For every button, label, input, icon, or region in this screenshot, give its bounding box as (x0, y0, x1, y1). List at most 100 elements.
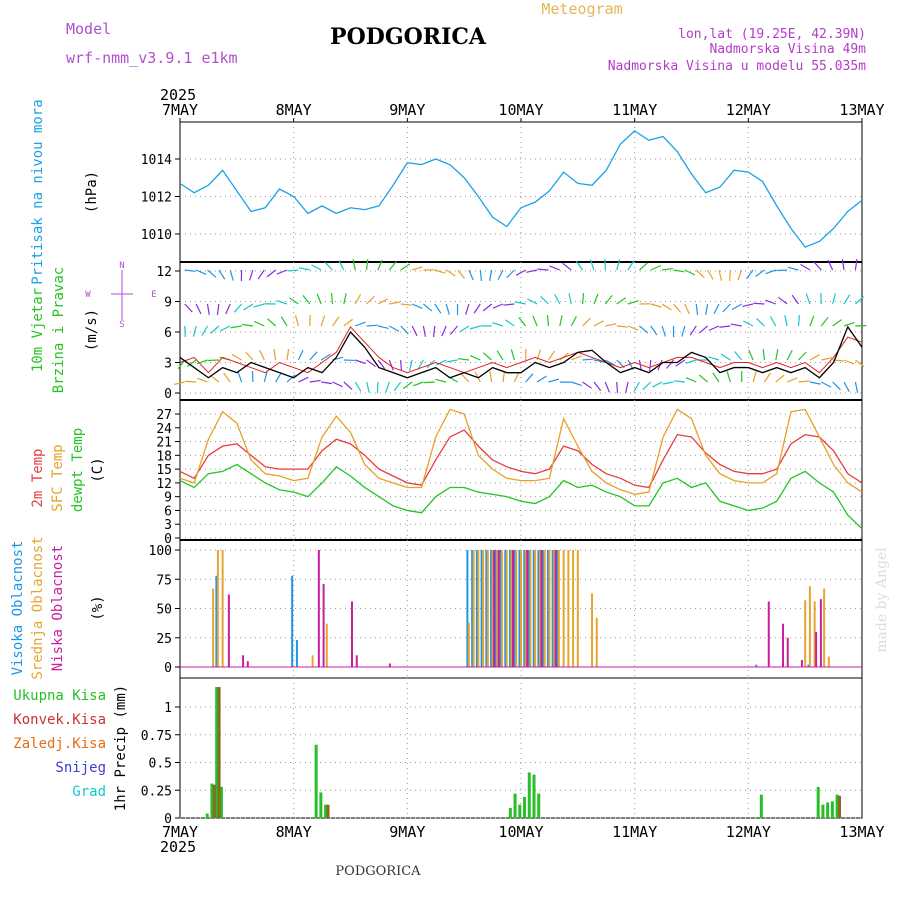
pressure-ytick-label: 1010 (141, 228, 172, 243)
model-label: Model (66, 20, 111, 38)
wind-arrow (217, 304, 218, 315)
wind-arrow (806, 294, 810, 304)
wind-arrow (709, 326, 719, 330)
wind-arrow (435, 304, 441, 313)
wind-arrow (332, 293, 333, 304)
wind-arrow (196, 270, 206, 274)
wind-arrow (185, 270, 196, 271)
wind-arrow (267, 270, 276, 277)
precip-bar-konvek.kisa (213, 785, 216, 818)
wind-arrow (753, 371, 756, 382)
precip-legend-item: Konvek.Kisa (13, 712, 106, 728)
temp-label-2m: 2m Temp (30, 448, 46, 507)
wind-arrow (548, 351, 554, 360)
precip-bar-ukupna-kisa (533, 775, 536, 818)
compass-south: S (119, 320, 124, 330)
wind-arrow (844, 295, 850, 304)
wind-arrow (682, 326, 685, 337)
cloud-bar-niska-oblacnost (526, 550, 528, 667)
precip-bar-ukupna-kisa (528, 772, 531, 818)
wind-arrow (605, 324, 616, 326)
wind-ytick-label: 12 (156, 265, 172, 280)
wind-arrow (548, 379, 559, 382)
temp-ytick-label: 15 (156, 463, 172, 478)
cloud-bar-srednja-oblacnost (558, 550, 560, 667)
wind-arrow (401, 360, 402, 371)
wind-arrow (435, 270, 446, 273)
wind-arrow (287, 349, 289, 360)
wind-arrow (483, 353, 491, 360)
wind-arrow (410, 360, 412, 371)
cloud-bar-visoka-oblacnost (296, 640, 298, 667)
wind-arrow (742, 304, 753, 306)
cloud-bar-niska-oblacnost (228, 594, 230, 667)
wind-arrow (800, 264, 809, 270)
wind-arrow (519, 317, 526, 326)
x-tick-label-bottom: 12MAY (726, 823, 771, 841)
wind-arrow (202, 326, 208, 335)
cloud-bar-srednja-oblacnost (473, 550, 475, 667)
wind-arrow (258, 270, 264, 279)
wind-arrow (470, 356, 480, 360)
wind-arrow (503, 371, 504, 382)
wind-arrow (353, 259, 355, 270)
cloud-label-low: Niska Oblacnost (50, 545, 66, 671)
wind-arrow (583, 318, 591, 326)
temp-ytick-label: 6 (164, 504, 172, 519)
wind-arrow (651, 326, 657, 335)
wind-arrow (193, 326, 196, 337)
wind-arrow (821, 358, 832, 360)
wind-arrow (389, 326, 399, 331)
wind-arrow (617, 259, 620, 270)
wind-arrow (537, 376, 546, 382)
precip-bar-ukupna-kisa (826, 802, 829, 818)
wind-arrow (480, 270, 481, 281)
wind-arrow (254, 321, 264, 326)
wind-arrow (541, 296, 549, 304)
cloud-bar-niska-oblacnost (820, 599, 822, 667)
temp-ytick-label: 12 (156, 477, 172, 492)
wind-arrow (685, 304, 689, 314)
wind-arrow (232, 354, 241, 360)
precip-ytick-label: 0 (164, 812, 172, 827)
compass-north: N (119, 261, 124, 271)
cloud-bar-niska-oblacnost (512, 550, 514, 667)
wind-arrow (685, 270, 695, 275)
wind-arrow (727, 371, 730, 382)
wind-arrow (267, 319, 275, 326)
wind-arrow (555, 294, 560, 304)
wind-arrow (639, 263, 647, 270)
wind-arrow (723, 304, 731, 312)
wind-arrow (763, 349, 764, 360)
wind-arrow (447, 360, 458, 362)
wind-arrow (643, 382, 651, 390)
precip-unit: 1hr Precip (mm) (113, 685, 129, 811)
wind-arrow (220, 326, 230, 331)
wind-arrow (721, 354, 730, 360)
cloud-bar-srednja-oblacnost (548, 550, 550, 667)
wind-arrow (699, 375, 707, 382)
wind-arrow (651, 304, 662, 307)
cloud-bar-niska-oblacnost (801, 660, 803, 667)
wind-arrow (814, 262, 821, 270)
wind-arrow (460, 326, 469, 332)
wind-arrow (219, 270, 225, 279)
wind-arrow (634, 382, 639, 392)
compass-east: E (151, 290, 156, 300)
wind-arrow (355, 382, 361, 391)
wind-arrow (355, 360, 365, 364)
wind-arrow (458, 359, 469, 360)
wind-arrow (628, 301, 638, 304)
lonlat-text: lon,lat (19.25E, 42.39N) (678, 27, 866, 42)
wind-arrow (401, 304, 412, 305)
wind-arrow (799, 352, 807, 360)
x-tick-label-bottom: 8MAY (276, 823, 312, 841)
wind-arrow (303, 295, 310, 304)
wind-arrow (490, 270, 492, 281)
cloud-label-mid: Srednja Oblacnost (30, 536, 46, 679)
cloud-bar-srednja-oblacnost (482, 550, 484, 667)
temp-line-2m-temp (180, 430, 862, 487)
wind-arrow (246, 352, 253, 360)
temp-ytick-label: 21 (156, 436, 172, 451)
wind-arrow (466, 304, 469, 315)
